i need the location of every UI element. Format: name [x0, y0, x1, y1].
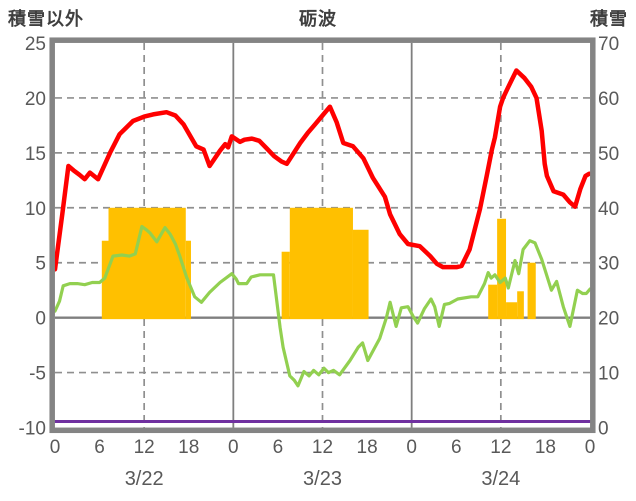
- x-tick-label: 0: [585, 437, 596, 458]
- y-left-tick-label: 20: [25, 89, 46, 110]
- x-tick-label: 12: [134, 437, 155, 458]
- orange-bar: [527, 262, 536, 320]
- y-left-tick-label: 0: [35, 309, 46, 330]
- y-right-tick-label: 0: [598, 419, 609, 440]
- orange-bar: [289, 207, 353, 320]
- y-left-tick-label: 25: [25, 34, 46, 55]
- x-tick-label: 6: [451, 437, 462, 458]
- x-tick-label: 12: [312, 437, 333, 458]
- plot-border: [49, 37, 596, 434]
- x-tick-label: 6: [94, 437, 105, 458]
- x-tick-label: 0: [228, 437, 239, 458]
- orange-bar: [108, 207, 186, 320]
- y-left-tick-label: 15: [25, 144, 46, 165]
- y-right-tick-label: 50: [598, 144, 619, 165]
- orange-bar: [281, 251, 290, 320]
- x-tick-label: 18: [357, 437, 378, 458]
- left-axis-title: 積雪以外: [8, 9, 84, 29]
- y-right-tick-label: 40: [598, 199, 619, 220]
- orange-bar: [488, 284, 498, 320]
- date-label: 3/24: [481, 468, 520, 490]
- y-right-tick-label: 20: [598, 309, 619, 330]
- green-line: [53, 224, 592, 388]
- orange-bar: [352, 229, 369, 320]
- x-tick-label: 0: [406, 437, 417, 458]
- right-axis-title: 積雪: [590, 9, 628, 29]
- y-right-tick-label: 10: [598, 364, 619, 385]
- x-tick-label: 18: [535, 437, 556, 458]
- y-left-tick-label: -10: [19, 419, 46, 440]
- chart-title: 砺波: [299, 9, 337, 29]
- red-line: [52, 68, 592, 272]
- date-label: 3/22: [125, 468, 164, 490]
- x-tick-label: 12: [490, 437, 511, 458]
- orange-bar: [101, 240, 109, 320]
- orange-bar: [497, 218, 507, 320]
- x-tick-label: 6: [273, 437, 284, 458]
- y-right-tick-label: 60: [598, 89, 619, 110]
- orange-bar: [506, 302, 518, 320]
- orange-bar: [517, 291, 524, 320]
- y-left-tick-label: 5: [35, 254, 46, 275]
- x-tick-label: 0: [50, 437, 61, 458]
- y-right-tick-label: 30: [598, 254, 619, 275]
- y-right-tick-label: 70: [598, 34, 619, 55]
- y-left-tick-label: -5: [29, 364, 46, 385]
- date-label: 3/23: [303, 468, 342, 490]
- y-left-tick-label: 10: [25, 199, 46, 220]
- x-tick-label: 18: [178, 437, 199, 458]
